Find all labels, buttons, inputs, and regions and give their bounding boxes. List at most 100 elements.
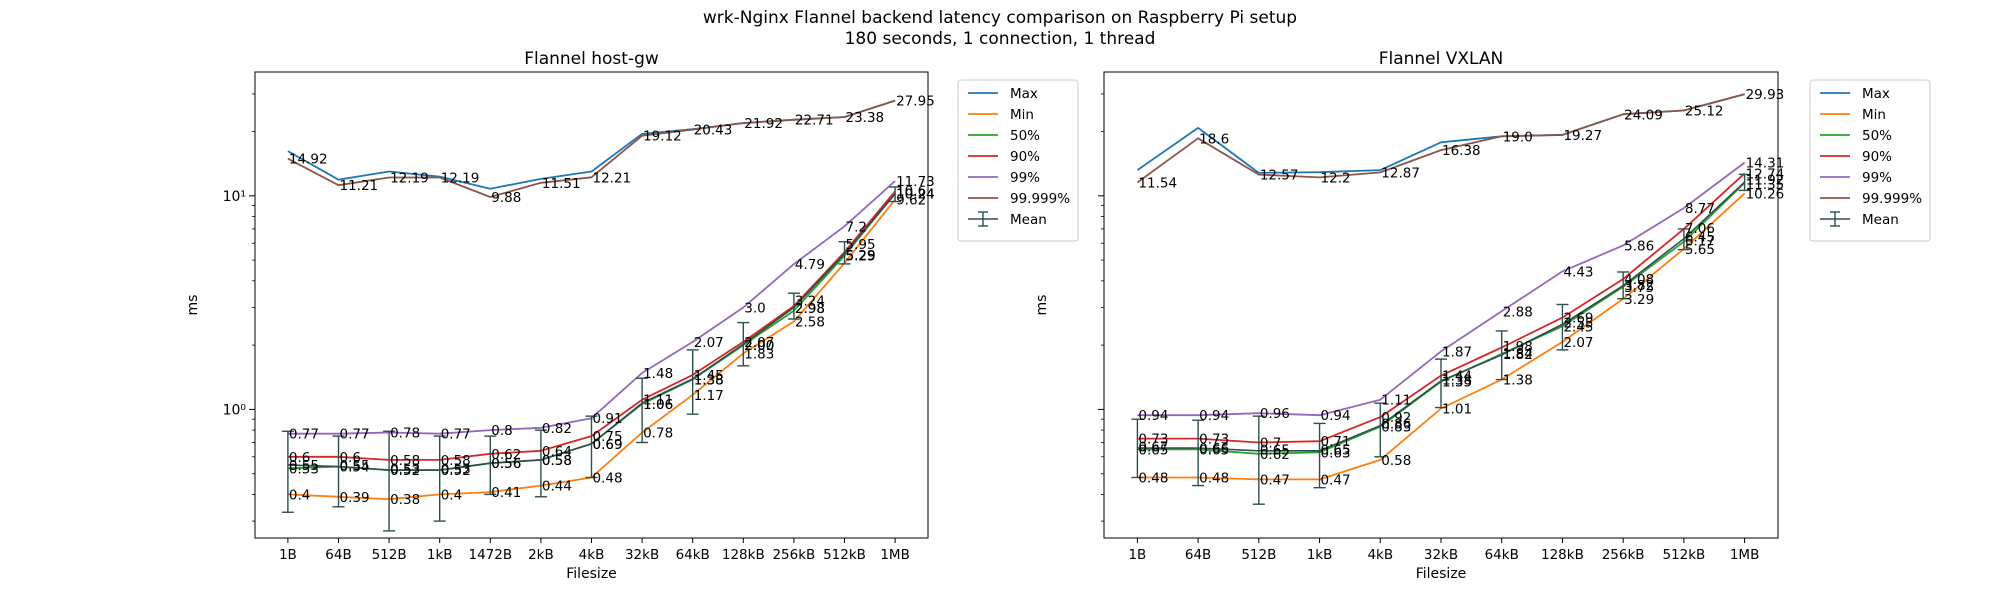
x-tick-label: 256kB: [1602, 547, 1645, 563]
data-label: 0.65: [1321, 442, 1351, 458]
y-tick-label: 10⁰: [223, 402, 247, 418]
data-label: 0.48: [1138, 470, 1168, 486]
data-label: 0.67: [1138, 440, 1168, 456]
data-label: 2.07: [694, 335, 724, 351]
data-label: 3.82: [1624, 278, 1654, 294]
data-label: 16.38: [1442, 143, 1481, 159]
data-label: 3.24: [795, 293, 825, 309]
data-label: 1.11: [643, 393, 673, 409]
data-label: 14.92: [289, 152, 328, 168]
data-label: 0.75: [593, 429, 623, 445]
x-tick-label: 64kB: [676, 547, 710, 563]
data-label: 0.69: [593, 437, 623, 453]
x-tick-label: 128kB: [722, 547, 765, 563]
data-label: 4.79: [795, 257, 825, 273]
data-label: 0.65: [1199, 442, 1229, 458]
y-axis-label: ms: [185, 295, 201, 316]
data-label: 2.88: [1503, 304, 1533, 320]
data-label: 1.06: [643, 397, 673, 413]
data-label: 0.39: [339, 490, 369, 506]
data-label: 0.86: [1381, 416, 1411, 432]
legend-label: Mean: [1010, 212, 1047, 228]
data-label: 25.12: [1685, 103, 1724, 119]
legend-label: 99%: [1010, 170, 1040, 186]
data-label: 1.06: [643, 397, 673, 413]
data-label: 19.27: [1563, 128, 1602, 144]
data-label: 5.29: [846, 248, 876, 264]
data-label: 0.52: [390, 463, 420, 479]
data-label: 0.92: [1381, 410, 1411, 426]
data-label: 7.06: [1685, 221, 1715, 237]
data-label: 0.4: [289, 487, 310, 503]
x-tick-label: 64kB: [1485, 547, 1519, 563]
x-tick-label: 64B: [325, 547, 351, 563]
data-label: 2.07: [1563, 335, 1593, 351]
x-tick-label: 512B: [372, 547, 407, 563]
data-label: 11.54: [1138, 176, 1177, 192]
data-label: 0.55: [289, 458, 319, 474]
data-label: 0.53: [441, 461, 471, 477]
panel-vxlan: Flannel VXLAN ms Filesize 1B 64B 512B 1kB 4kB 32…: [1034, 49, 1931, 582]
data-label: 11.92: [1746, 173, 1785, 189]
data-label: 0.69: [593, 437, 623, 453]
legend-label: 50%: [1862, 128, 1892, 144]
data-label: 0.7: [1260, 435, 1281, 451]
data-label: 0.6: [339, 450, 360, 466]
legend-label: Mean: [1862, 212, 1899, 228]
data-label: 4.08: [1624, 272, 1654, 288]
data-label: 0.44: [542, 479, 572, 495]
data-label: 0.96: [1260, 406, 1290, 422]
data-label: 1.01: [1442, 401, 1472, 417]
data-label: 19.12: [643, 129, 682, 145]
data-label: 10.26: [1746, 186, 1785, 202]
data-label: 18.6: [1199, 131, 1229, 147]
data-label: 3.29: [1624, 292, 1654, 308]
data-label: 5.25: [846, 249, 876, 265]
series-line-99_999pct: [1136, 93, 1745, 184]
data-label: 10.6: [896, 183, 926, 199]
data-label: 0.4: [441, 487, 462, 503]
x-axis-label: Filesize: [1416, 566, 1467, 582]
data-label: 21.92: [744, 116, 783, 132]
data-label: 0.65: [1138, 442, 1168, 458]
data-label: 23.38: [846, 110, 885, 126]
data-label: 0.62: [491, 447, 521, 463]
x-tick-label: 2kB: [528, 547, 554, 563]
series-line-99_999pct: [287, 99, 896, 198]
data-label: 10.24: [896, 187, 935, 203]
data-label: 1.87: [1442, 344, 1472, 360]
data-label: 0.73: [1138, 432, 1168, 448]
data-label: 0.78: [390, 425, 420, 441]
data-label: 12.87: [1381, 165, 1420, 181]
data-label: 12.21: [593, 170, 632, 186]
figure-title: wrk-Nginx Flannel backend latency compar…: [702, 8, 1298, 28]
data-label: 11.21: [339, 178, 378, 194]
data-label: 0.54: [339, 460, 369, 476]
data-label: 19.0: [1503, 129, 1533, 145]
panel-title: Flannel VXLAN: [1379, 49, 1504, 69]
data-label: 2.00: [744, 338, 774, 354]
data-label: 0.53: [289, 461, 319, 477]
data-label: 11.51: [542, 176, 581, 192]
data-label: 0.91: [593, 411, 623, 427]
y-axis-label: ms: [1034, 295, 1050, 316]
data-label: 1.38: [694, 373, 724, 389]
data-label: 0.58: [441, 453, 471, 469]
data-label: 20.43: [694, 123, 733, 139]
series-line-Min: [1137, 192, 1746, 481]
data-label: 0.63: [1321, 445, 1351, 461]
data-label: 5.29: [846, 248, 876, 264]
data-label: 12.74: [1746, 166, 1785, 182]
data-label: 0.77: [339, 427, 369, 443]
data-label: 27.95: [896, 93, 935, 109]
data-label: 0.78: [643, 425, 673, 441]
data-label: 1.44: [1442, 369, 1472, 385]
data-label: 3.75: [1624, 280, 1654, 296]
data-label: 0.82: [542, 421, 572, 437]
legend-label: 99%: [1862, 170, 1892, 186]
data-label: 0.58: [390, 453, 420, 469]
x-tick-label: 1472B: [468, 547, 512, 563]
data-label: 12.2: [1321, 170, 1351, 186]
data-label: 5.95: [846, 237, 876, 253]
